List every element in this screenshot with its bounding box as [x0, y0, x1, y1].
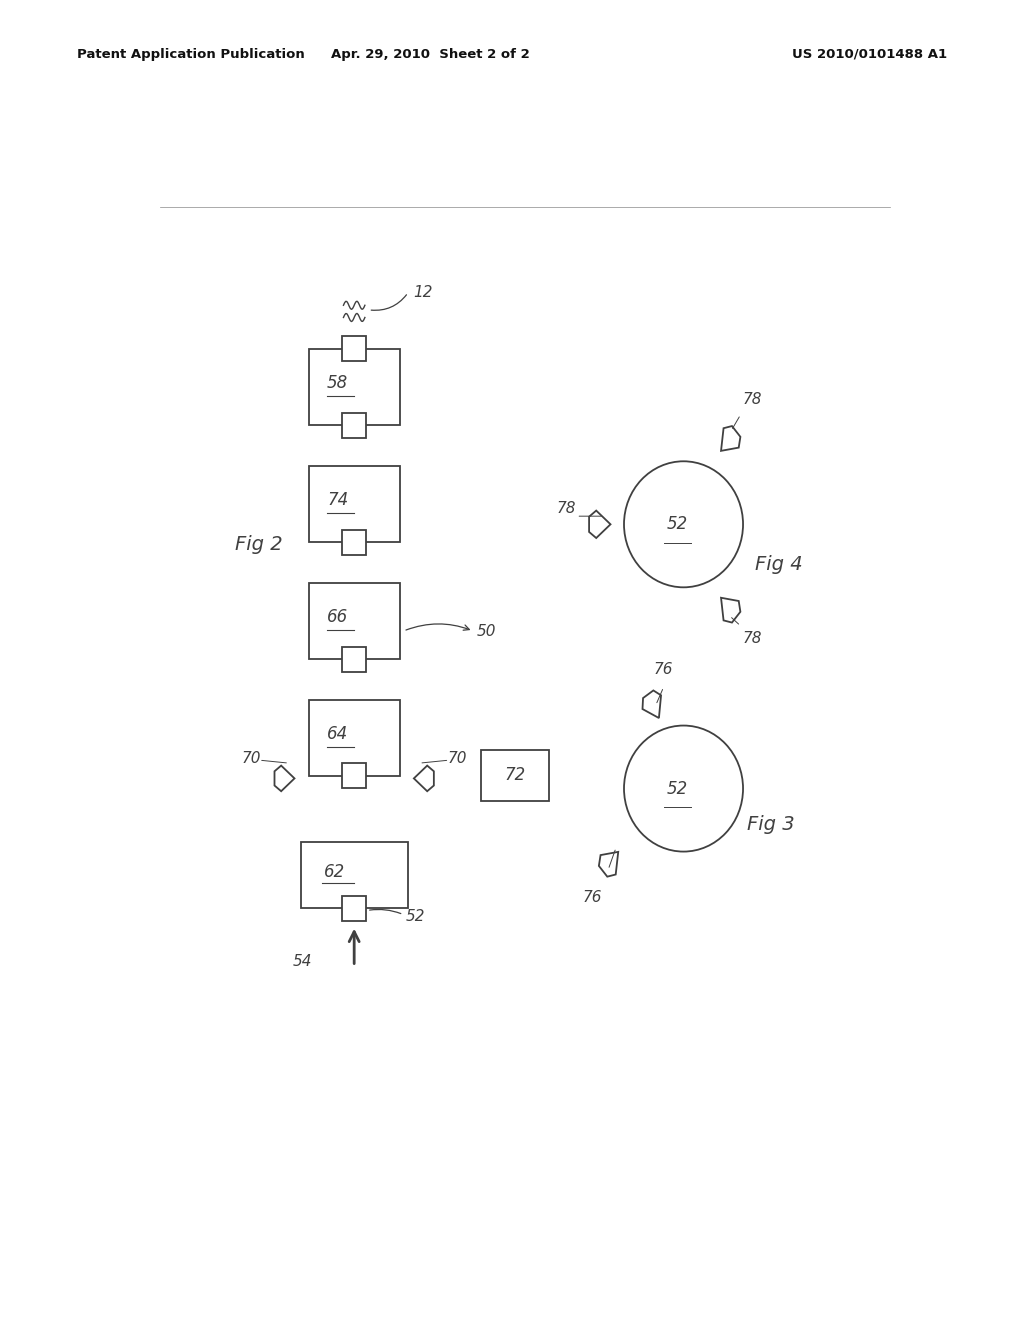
Text: 72: 72 [504, 767, 525, 784]
Polygon shape [274, 766, 295, 791]
Text: Fig 2: Fig 2 [236, 535, 283, 554]
Bar [342, 335, 366, 362]
Ellipse shape [624, 461, 743, 587]
Text: 64: 64 [327, 725, 348, 743]
Text: 70: 70 [242, 751, 261, 766]
Text: 78: 78 [743, 631, 763, 645]
Polygon shape [414, 766, 434, 791]
Bar [342, 647, 366, 672]
Text: 12: 12 [414, 285, 433, 300]
Text: Apr. 29, 2010  Sheet 2 of 2: Apr. 29, 2010 Sheet 2 of 2 [331, 48, 529, 61]
Text: 70: 70 [447, 751, 467, 766]
Text: 52: 52 [667, 780, 688, 797]
Bar [342, 896, 366, 921]
Text: 78: 78 [743, 392, 763, 408]
Polygon shape [721, 426, 740, 451]
Text: 66: 66 [327, 609, 348, 626]
Text: 52: 52 [406, 909, 425, 924]
Bar [342, 763, 366, 788]
Text: 76: 76 [583, 890, 602, 906]
Text: Fig 4: Fig 4 [755, 556, 803, 574]
Text: 50: 50 [477, 623, 497, 639]
Bar [342, 529, 366, 556]
Bar [308, 348, 399, 425]
Text: 74: 74 [327, 491, 348, 510]
Bar [308, 700, 399, 776]
Bar [481, 750, 549, 801]
Text: 52: 52 [667, 515, 688, 533]
Text: 54: 54 [293, 954, 312, 969]
Polygon shape [599, 851, 618, 876]
Text: 62: 62 [325, 863, 345, 880]
Polygon shape [642, 690, 662, 718]
Polygon shape [589, 511, 610, 539]
Bar [308, 582, 399, 659]
Text: US 2010/0101488 A1: US 2010/0101488 A1 [793, 48, 947, 61]
Bar [301, 842, 408, 908]
Text: 76: 76 [654, 661, 674, 677]
Text: 78: 78 [556, 502, 575, 516]
Polygon shape [721, 598, 740, 623]
Bar [342, 413, 366, 438]
Bar [308, 466, 399, 543]
Text: 58: 58 [327, 375, 348, 392]
Text: Fig 3: Fig 3 [748, 814, 795, 834]
Text: Patent Application Publication: Patent Application Publication [77, 48, 304, 61]
Ellipse shape [624, 726, 743, 851]
